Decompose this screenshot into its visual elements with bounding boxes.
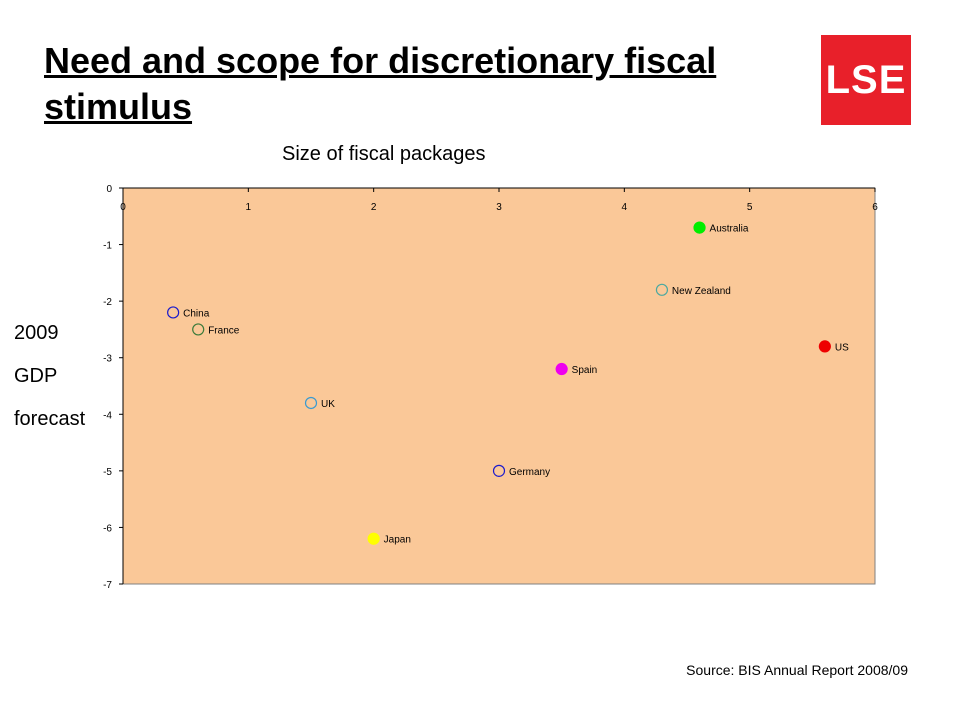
data-point: UK — [304, 396, 335, 410]
point-marker — [693, 221, 706, 234]
y-tick-label: -5 — [103, 467, 112, 478]
data-points: Australia New Zealand China France US Spain UK… — [167, 221, 849, 546]
point-label: Australia — [710, 224, 749, 235]
point-marker — [492, 464, 506, 477]
x-tick-label: 6 — [872, 202, 878, 213]
y-tick-label: -6 — [103, 523, 112, 534]
point-label: China — [183, 308, 210, 319]
point-label: Spain — [572, 365, 598, 376]
y-tick-label: -2 — [103, 297, 112, 308]
data-point: Germany — [492, 464, 550, 478]
point-marker — [818, 340, 831, 353]
y-axis-label-line: forecast — [14, 408, 86, 430]
y-axis-label: 2009 GDP forecast — [14, 312, 114, 441]
y-axis-label-line: 2009 — [14, 322, 59, 344]
x-tick-label: 3 — [496, 202, 502, 213]
y-tick-label: -4 — [103, 410, 112, 421]
y-tick-label: -1 — [103, 241, 112, 252]
y-tick-label: -3 — [103, 354, 112, 365]
slide-title: Need and scope for discretionary fiscal … — [44, 40, 717, 127]
data-point: France — [192, 323, 240, 336]
plot-area — [122, 187, 876, 585]
point-label: France — [208, 325, 240, 336]
data-point: China — [167, 306, 210, 319]
data-point: New Zealand — [655, 283, 731, 297]
source-note: Source: BIS Annual Report 2008/09 — [686, 662, 908, 678]
data-point: US — [818, 340, 849, 353]
x-tick-label: 5 — [747, 202, 753, 213]
point-label: UK — [321, 399, 335, 410]
y-tick-label: 0 — [106, 184, 112, 195]
x-tick-label: 0 — [120, 202, 126, 213]
point-label: Germany — [509, 467, 550, 478]
y-tick-label: -7 — [103, 580, 112, 591]
point-label: Japan — [384, 535, 411, 546]
chart-title: Size of fiscal packages — [282, 143, 486, 165]
point-label: New Zealand — [672, 286, 731, 297]
y-axis-label-line: GDP — [14, 365, 58, 387]
point-marker — [167, 306, 180, 319]
point-marker — [192, 323, 205, 336]
point-marker — [555, 362, 568, 376]
lse-logo: LSE — [821, 35, 911, 125]
x-tick-label: 4 — [622, 202, 628, 213]
data-point: Japan — [367, 532, 411, 546]
point-marker — [655, 283, 669, 296]
data-point: Australia — [693, 221, 749, 235]
x-tick-label: 2 — [371, 202, 377, 213]
point-marker — [304, 396, 318, 410]
x-tick-label: 1 — [246, 202, 252, 213]
data-point: Spain — [555, 362, 598, 376]
axes: 0 -1 -2 -3 -4 -5 -6 -7 0 1 2 3 4 5 6 — [103, 184, 878, 591]
point-label: US — [835, 342, 849, 353]
point-marker — [367, 532, 380, 545]
